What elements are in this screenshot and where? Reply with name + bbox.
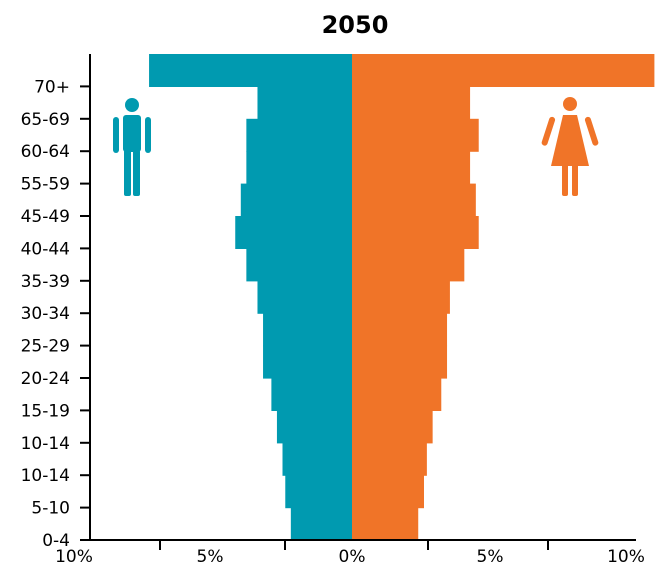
male-bar-13 xyxy=(257,86,352,120)
x-axis: 10% 5% 0% 5% 10% xyxy=(55,539,645,567)
female-bar-3 xyxy=(352,410,433,444)
male-bar-11 xyxy=(246,151,352,185)
male-bar-0 xyxy=(290,507,352,541)
y-tick-label-0: 0-4 xyxy=(42,531,70,551)
y-tick-label-11: 55-59 xyxy=(21,175,70,195)
female-bar-0 xyxy=(352,507,419,541)
x-tick-label-2: 0% xyxy=(339,547,366,567)
male-bar-5 xyxy=(263,345,352,379)
female-bar-11 xyxy=(352,151,471,185)
male-bar-10 xyxy=(240,183,352,217)
female-icon xyxy=(541,97,599,196)
female-bar-4 xyxy=(352,378,442,411)
y-tick-label-8: 35-39 xyxy=(21,272,70,292)
female-bar-7 xyxy=(352,280,450,314)
y-tick-label-13: 65-69 xyxy=(21,110,70,130)
y-tick-label-12: 60-64 xyxy=(21,142,70,162)
x-tick-label-1: 5% xyxy=(197,547,224,567)
female-bar-9 xyxy=(352,216,479,249)
y-tick-label-7: 30-34 xyxy=(21,304,70,324)
y-axis: 0-4 5-10 10-14 10-14 15-19 20-24 25-29 30-34 35-… xyxy=(21,54,91,551)
male-bar-14 xyxy=(149,54,352,87)
female-bar-5 xyxy=(352,345,448,379)
female-bar-10 xyxy=(352,183,476,217)
female-bar-14 xyxy=(352,54,655,87)
x-tick-label-3: 5% xyxy=(477,547,504,567)
male-bar-3 xyxy=(276,410,352,444)
female-bar-12 xyxy=(352,118,479,152)
y-tick-label-4: 15-19 xyxy=(21,401,70,421)
female-bar-13 xyxy=(352,86,471,120)
female-bar-2 xyxy=(352,442,427,476)
male-bar-2 xyxy=(282,442,352,476)
male-bar-6 xyxy=(263,313,352,347)
male-bar-9 xyxy=(235,216,352,249)
male-bar-12 xyxy=(246,118,352,152)
x-tick-label-4: 10% xyxy=(607,547,645,567)
x-tick-label-0: 10% xyxy=(55,547,93,567)
male-bar-4 xyxy=(271,378,352,411)
y-tick-label-2: 10-14 xyxy=(21,466,70,486)
male-bar-8 xyxy=(246,248,352,282)
y-tick-label-6: 25-29 xyxy=(21,337,70,357)
male-icon xyxy=(113,98,151,196)
y-tick-label-10: 45-49 xyxy=(21,207,70,227)
chart-title: 2050 xyxy=(322,11,389,39)
female-bar-6 xyxy=(352,313,448,347)
female-bar-8 xyxy=(352,248,465,282)
y-tick-label-3: 10-14 xyxy=(21,434,70,454)
bars-layer xyxy=(149,54,655,541)
y-tick-label-14: 70+ xyxy=(34,77,70,97)
y-tick-label-1: 5-10 xyxy=(31,499,70,519)
male-bar-7 xyxy=(257,280,352,314)
female-bar-1 xyxy=(352,475,424,509)
y-tick-label-5: 20-24 xyxy=(21,369,70,389)
y-tick-label-9: 40-44 xyxy=(21,239,70,259)
male-bar-1 xyxy=(285,475,352,509)
